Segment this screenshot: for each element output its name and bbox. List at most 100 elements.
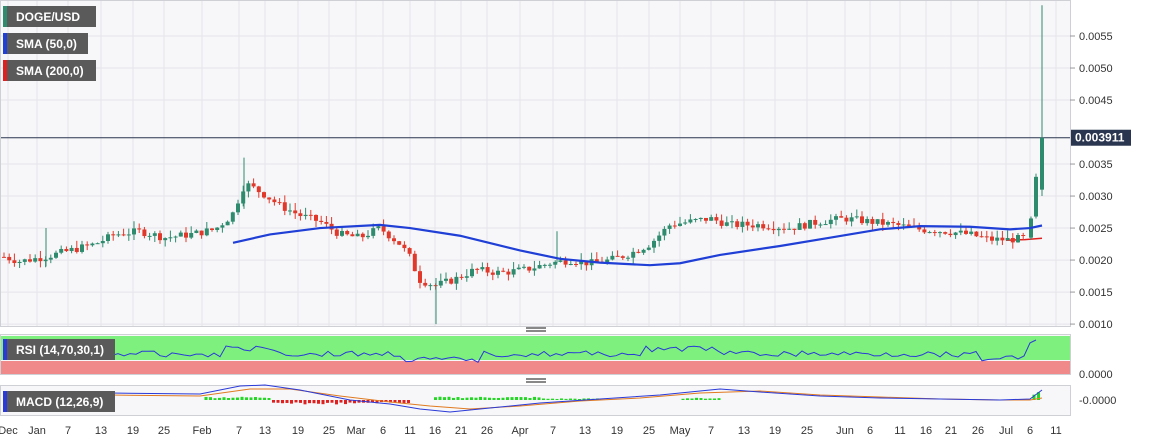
candle-body: [397, 241, 402, 245]
candle-body: [241, 191, 246, 204]
candle-body: [839, 216, 844, 218]
legend-macd[interactable]: MACD (12,26,9): [3, 391, 115, 412]
candle-body: [943, 232, 948, 234]
x-tick-label: Apr: [511, 425, 528, 437]
candle-body: [527, 266, 532, 271]
candle-body: [594, 259, 599, 262]
candle-body: [189, 232, 194, 238]
macd-histogram-bar: [546, 398, 550, 400]
candle-body: [693, 219, 698, 221]
x-tick-label: 25: [323, 425, 335, 437]
candle-body: [579, 260, 584, 265]
candle-body: [314, 214, 318, 221]
candle-body: [917, 226, 922, 230]
macd-histogram-bar: [398, 400, 401, 404]
candle-body: [823, 224, 828, 226]
x-tick-label: 11: [404, 425, 415, 437]
x-tick-label: 26: [972, 425, 984, 437]
candle-body: [532, 268, 537, 271]
x-tick-label: 11: [894, 425, 905, 437]
x-tick-label: May: [670, 425, 691, 437]
macd-histogram-bar: [438, 396, 442, 400]
x-tick-label: 25: [801, 425, 813, 437]
macd-histogram-bar: [344, 400, 347, 405]
candle-body: [776, 228, 781, 231]
current-price-label: 0.003911: [1075, 131, 1125, 145]
legend-symbol[interactable]: DOGE/USD: [3, 6, 96, 27]
candle-body: [709, 217, 714, 221]
macd-histogram-bar: [681, 398, 685, 400]
macd-histogram-bar: [474, 397, 478, 400]
macd-histogram-bar: [276, 400, 280, 403]
candle-body: [428, 285, 433, 287]
candle-body: [886, 221, 890, 225]
legend-sma200[interactable]: SMA (200,0): [3, 60, 96, 81]
candle-body: [345, 231, 350, 235]
candle-body: [813, 219, 818, 225]
x-tick-label: Dec: [0, 425, 18, 437]
candle-body: [319, 220, 324, 223]
candle-body: [392, 238, 396, 242]
candle-body: [511, 269, 516, 275]
candle-body: [558, 260, 563, 262]
candle-body: [438, 280, 443, 286]
macd-histogram-bar: [524, 397, 527, 400]
candle-body: [516, 267, 521, 270]
candle-body: [745, 221, 750, 226]
x-tick-label: 7: [236, 425, 242, 437]
candle-body: [204, 228, 209, 236]
x-tick-label: 13: [95, 425, 107, 437]
candle-body: [766, 228, 771, 230]
candle-body: [423, 282, 428, 286]
candle-body: [236, 203, 240, 213]
pane-resize-handle[interactable]: [526, 327, 546, 332]
legend-sma50-label: SMA (50,0): [16, 37, 77, 51]
candle-body: [730, 221, 734, 223]
macd-histogram-bar: [222, 397, 226, 400]
candle-body: [147, 235, 152, 237]
macd-histogram-bar: [285, 400, 289, 403]
candle-body: [80, 244, 84, 252]
candle-body: [849, 217, 854, 222]
candle-body: [38, 258, 43, 262]
candle-body: [870, 219, 875, 224]
macd-histogram-bar: [1032, 394, 1036, 400]
candle-body: [121, 234, 126, 236]
macd-histogram-bar: [263, 397, 266, 400]
macd-histogram-bar: [519, 397, 523, 400]
candle-body: [688, 219, 693, 223]
candle-body: [288, 210, 292, 212]
macd-histogram-bar: [533, 396, 536, 400]
candle-body: [958, 230, 963, 233]
candle-body: [444, 278, 448, 281]
y-tick-label: 0.0015: [1079, 287, 1113, 299]
macd-histogram-bar: [209, 397, 212, 400]
legend-sma50[interactable]: SMA (50,0): [3, 33, 88, 54]
candle-body: [563, 260, 568, 265]
candle-body: [33, 258, 38, 262]
candle-body: [173, 236, 178, 238]
candle-body: [158, 233, 162, 241]
macd-histogram-bar: [488, 397, 491, 400]
x-tick-label: 6: [380, 425, 386, 437]
y-tick-label: 0.0030: [1079, 191, 1113, 203]
x-tick-label: 13: [579, 425, 591, 437]
macd-histogram-bar: [227, 397, 230, 400]
macd-histogram-bar: [704, 398, 707, 400]
candle-body: [59, 248, 64, 253]
macd-histogram-bar: [492, 397, 496, 400]
current-price-tag: 0.003911: [1071, 129, 1131, 146]
macd-histogram-bar: [443, 397, 446, 400]
candle-body: [719, 220, 724, 226]
pane-resize-handle[interactable]: [526, 378, 546, 383]
sma-50-line: [232, 223, 1043, 267]
candle-body: [771, 228, 776, 231]
candle-body: [28, 259, 32, 262]
candle-body: [802, 223, 807, 229]
x-tick-label: Feb: [193, 425, 212, 437]
candle-body: [485, 267, 490, 273]
macd-histogram-bar: [501, 397, 505, 400]
legend-rsi[interactable]: RSI (14,70,30,1): [3, 339, 115, 360]
x-tick-label: Jul: [999, 425, 1013, 437]
